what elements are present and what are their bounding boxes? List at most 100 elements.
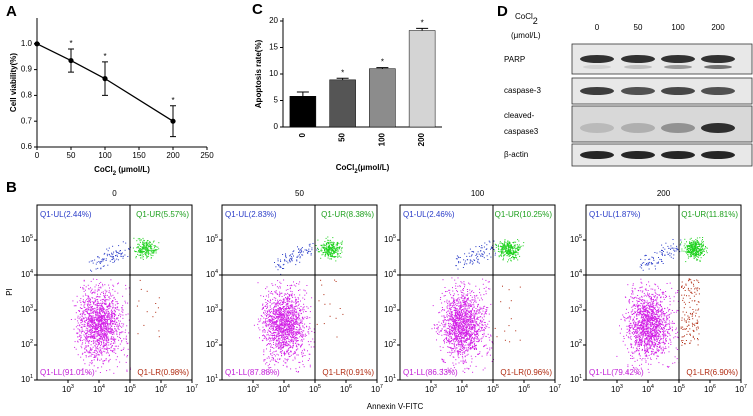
event-dot [470,310,472,312]
event-dot [484,327,486,329]
event-dot [332,253,334,255]
event-dot [292,313,294,315]
event-dot [80,322,82,324]
event-dot [295,320,297,322]
event-dot [283,322,285,324]
event-dot [105,328,107,330]
event-dot [92,315,94,317]
event-dot [293,310,295,311]
event-dot [95,333,97,335]
event-dot [287,337,289,339]
event-dot [141,239,143,241]
event-dot [470,323,472,325]
event-dot [281,351,283,353]
event-dot [285,253,286,255]
event-dot [284,320,286,322]
lane-label: 100 [671,23,685,32]
event-dot [91,270,93,272]
event-dot [320,244,322,246]
event-dot [272,339,274,341]
event-dot [78,318,80,320]
event-dot [88,299,90,301]
event-dot [104,334,106,336]
event-dot [263,312,265,314]
event-dot [479,330,481,332]
event-dot [477,353,479,355]
event-dot [278,324,280,326]
event-dot [313,328,315,330]
event-dot [288,319,290,321]
event-dot [454,320,455,322]
event-dot [459,338,461,340]
event-dot [291,336,293,338]
event-dot [275,290,277,292]
event-dot [283,263,285,265]
event-dot [465,321,467,323]
event-dot [86,340,88,342]
event-dot [465,317,467,319]
event-dot [308,328,310,330]
event-dot [94,319,96,320]
event-dot [455,359,457,361]
event-dot [97,340,99,342]
event-dot [84,331,85,333]
event-dot [101,291,103,293]
event-dot [294,296,296,298]
event-dot [88,324,90,326]
blot-band [701,55,735,63]
x-tick-label: 106 [340,384,352,394]
event-dot [290,351,292,353]
event-dot [436,339,437,341]
event-dot [110,279,112,281]
event-dot [109,298,111,299]
error-bar [336,77,349,80]
event-dot [335,245,337,247]
event-dot [103,308,105,310]
event-dot [113,323,114,325]
event-dot [109,305,111,307]
event-dot [119,320,121,322]
event-dot [75,326,77,328]
event-dot [459,317,461,319]
event-dot [465,326,466,328]
event-dot [460,317,462,319]
event-dot [84,348,86,350]
event-dot [467,328,469,330]
event-dot [274,310,276,312]
event-dot [105,313,107,314]
event-dot [433,324,435,326]
event-dot [295,300,297,301]
event-dot [470,313,472,315]
event-dot [483,321,485,323]
event-dot [467,309,468,311]
event-dot [87,336,89,338]
event-dot [95,326,97,328]
event-dot [296,326,298,328]
event-dot [79,300,81,302]
event-dot [304,298,306,300]
event-dot [309,364,311,366]
event-dot [99,323,100,325]
event-dot [281,342,282,344]
event-dot [72,300,74,302]
event-dot [461,349,462,351]
event-dot [269,360,271,362]
event-dot [468,303,470,305]
event-dot [153,245,155,247]
event-dot [102,334,104,336]
event-dot [292,343,294,345]
event-dot [328,243,330,245]
event-dot [123,354,125,356]
event-dot [453,356,455,358]
blot-band [661,123,695,133]
event-dot [135,251,137,253]
event-dot [279,327,281,329]
event-dot [97,325,99,327]
event-dot [94,322,96,323]
event-dot [271,325,273,327]
event-dot [89,355,91,357]
event-dot [108,296,110,298]
event-dot [295,335,297,337]
event-dot [460,315,462,317]
event-dot [108,304,110,306]
